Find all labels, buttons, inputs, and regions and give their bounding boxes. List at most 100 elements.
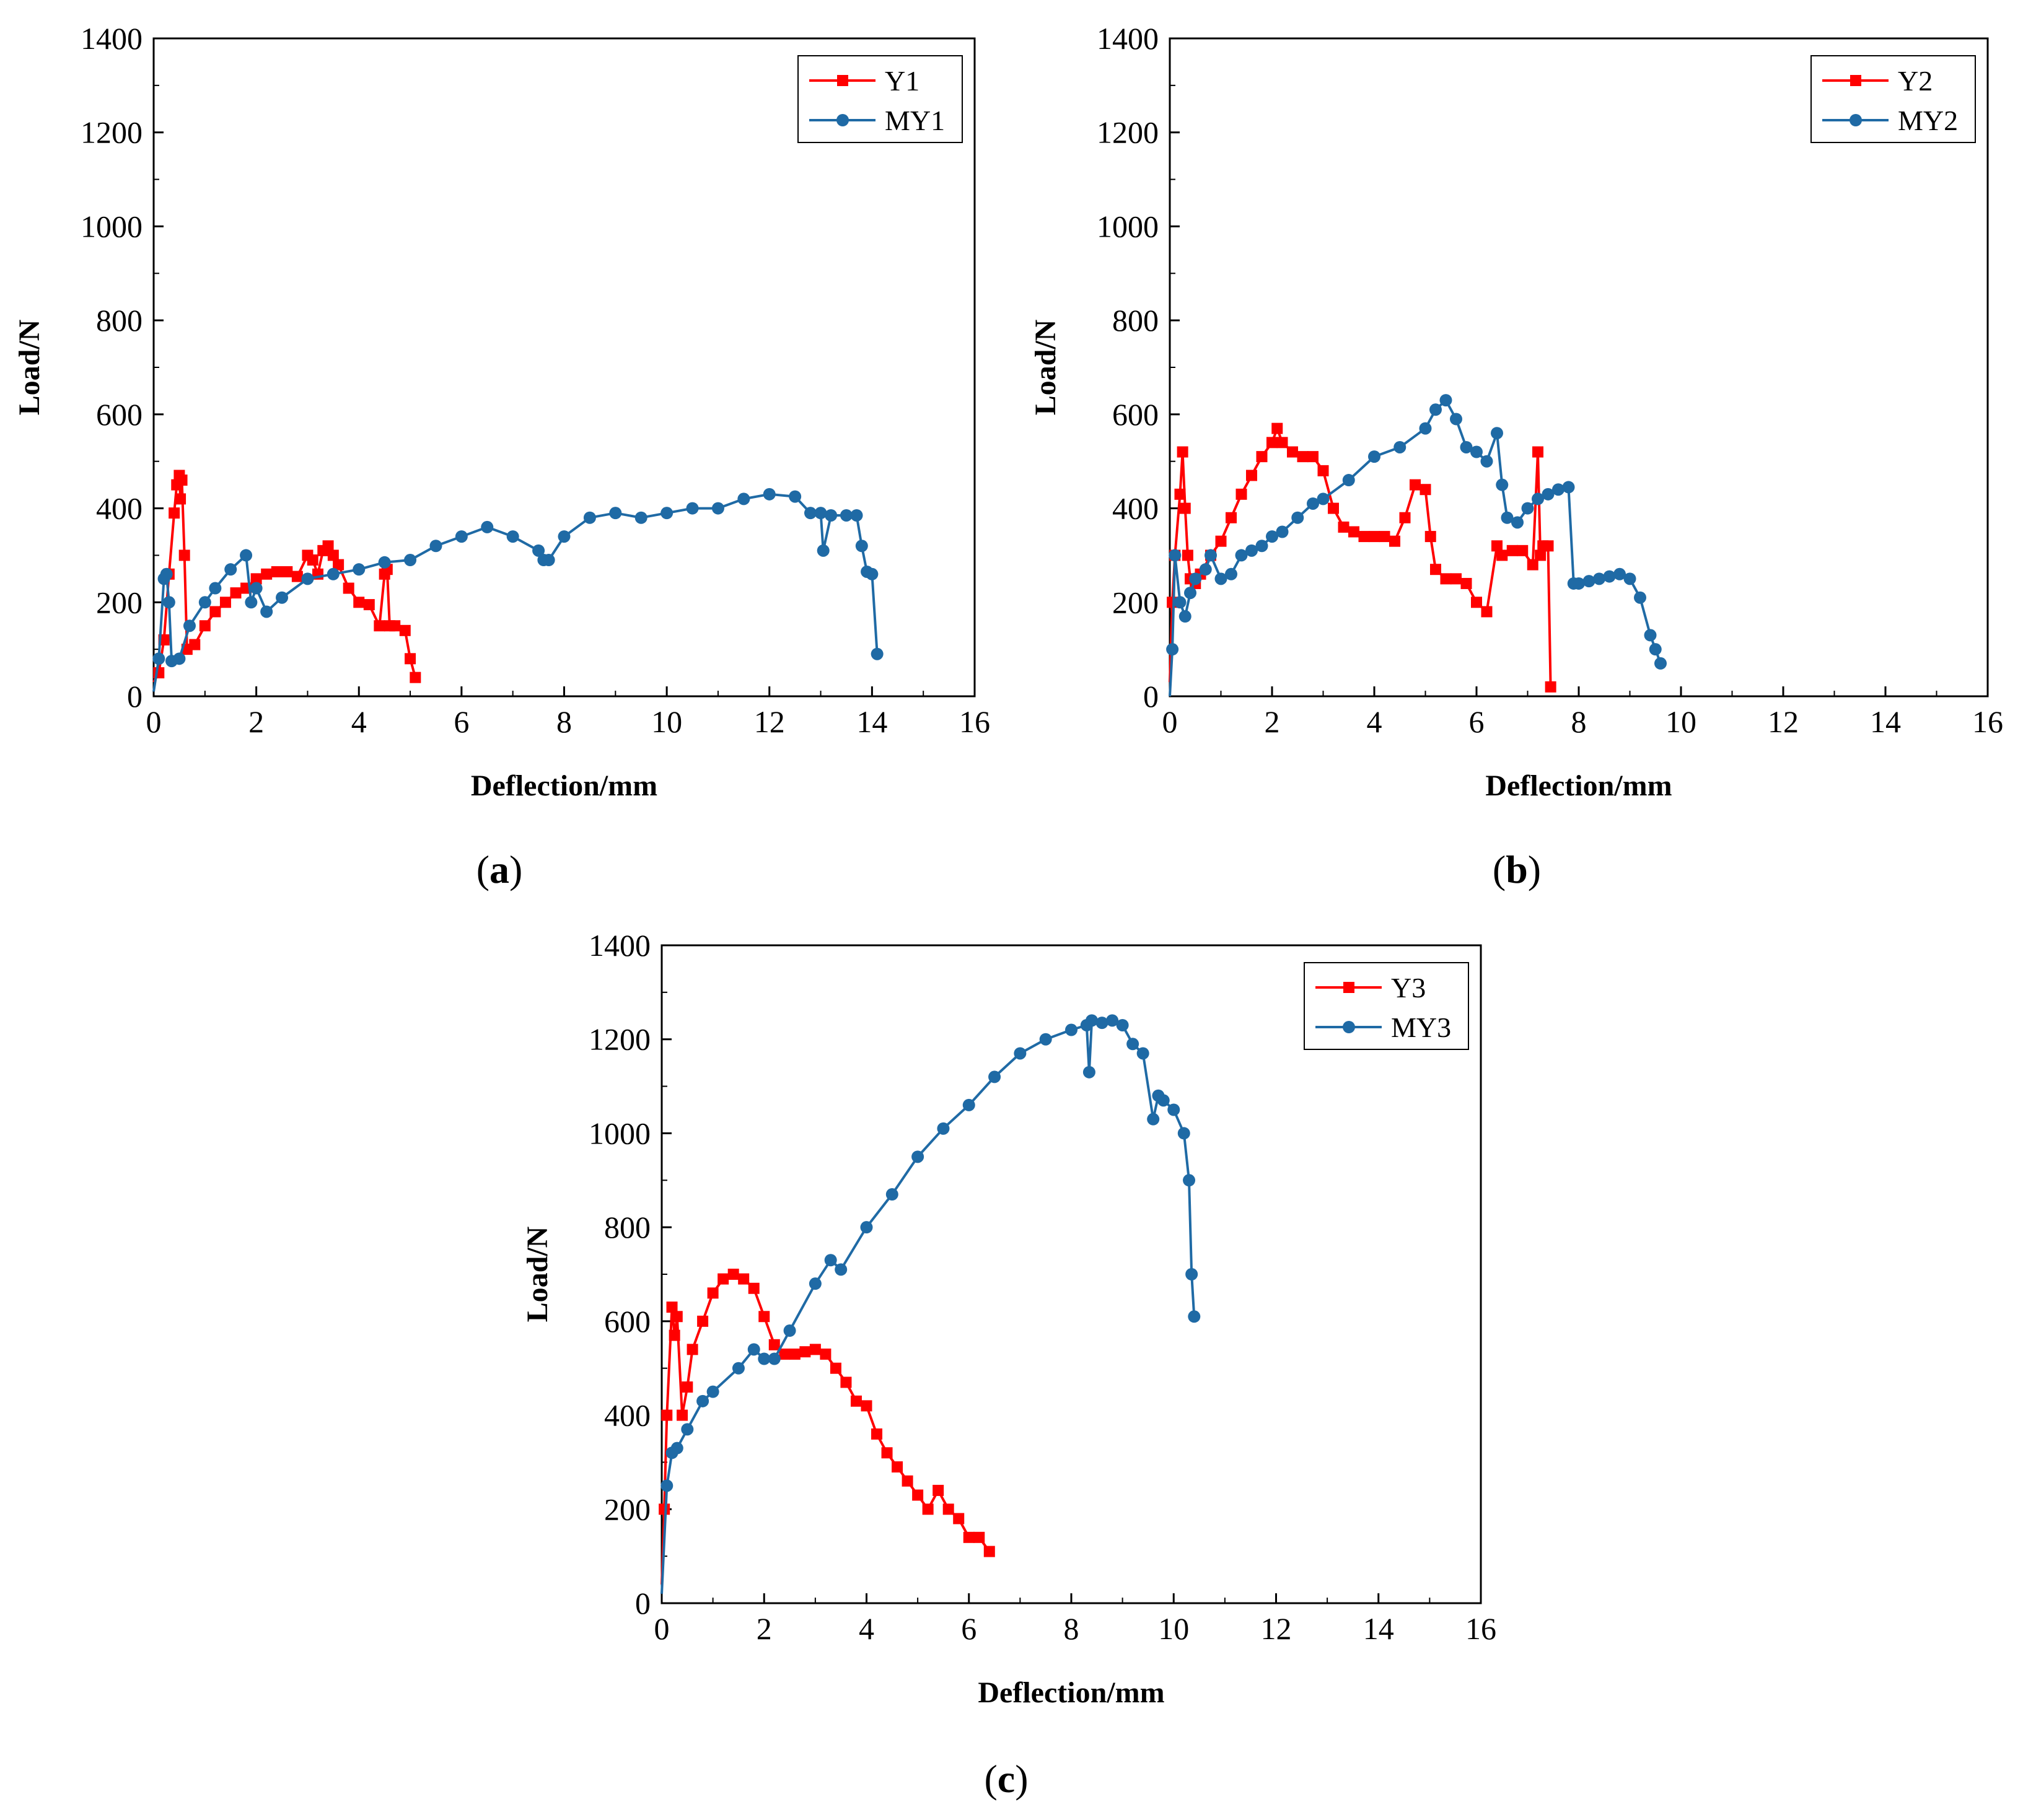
chart-c-series-y3-point — [669, 1329, 680, 1341]
chart-b-series-my2-point — [1439, 394, 1452, 407]
chart-b-series-my2-point — [1169, 549, 1182, 562]
chart-a-series-my1-point — [532, 544, 545, 557]
chart-a-legend-entry-y1-label: Y1 — [885, 65, 919, 97]
chart-b-x-tick-label: 14 — [1870, 704, 1901, 739]
chart-b-y-tick-label: 1400 — [1097, 21, 1159, 56]
chart-c-series-y3-point — [768, 1339, 780, 1350]
chart-a-series-y1-point — [374, 620, 385, 632]
chart-b-series-my2-point — [1501, 511, 1514, 524]
chart-b-series-y2-point — [1517, 545, 1529, 556]
chart-c-x-tick-label: 0 — [654, 1611, 670, 1646]
chart-b-y-tick-label: 1000 — [1097, 209, 1159, 243]
chart-a-series-my1-point — [183, 619, 196, 632]
chart-a-series-y1-point — [271, 566, 283, 577]
chart-a-legend-entry-my1: MY1 — [809, 105, 945, 136]
chart-a-series-y1-point — [307, 554, 318, 566]
chart-b-series-y2-line — [1169, 427, 1552, 687]
chart-b-series-my2-point — [1532, 492, 1544, 505]
chart-c-series-my3-point — [885, 1188, 898, 1201]
chart-b-series-my2-point — [1393, 440, 1406, 453]
chart-b-series-my2-point — [1245, 544, 1258, 557]
chart-b-series-my2-point — [1199, 563, 1212, 576]
chart-a-series-y1-point — [199, 620, 211, 632]
chart-a-series-my1-point — [711, 502, 724, 515]
chart-b-series-my2-point — [1214, 572, 1227, 585]
chart-b-legend-box — [1810, 55, 1976, 143]
chart-b-series-my2-point — [1573, 577, 1585, 590]
chart-a-series-y1-point — [169, 507, 180, 519]
chart-b-series-y2-point — [1369, 531, 1380, 543]
chart-c-series-y3-point — [820, 1348, 832, 1360]
chart-c-series-my3-point — [962, 1098, 975, 1111]
chart-c-series-y3-point — [892, 1461, 903, 1473]
chart-c-series-my3-point — [1106, 1014, 1119, 1027]
chart-c-series-my3-point — [670, 1442, 683, 1455]
chart-c-series-y3-point — [799, 1346, 811, 1358]
chart-a-series-y1-point — [176, 475, 188, 486]
chart-b-series-y2-point — [1420, 484, 1431, 496]
chart-a-series-y1-point — [405, 653, 416, 665]
chart-b-series-y2-point — [1348, 526, 1359, 538]
chart-b-legend-entry-my2-marker — [1850, 114, 1862, 126]
chart-b-y-tick-label: 0 — [1143, 679, 1159, 714]
chart-c-series-y3-point — [912, 1489, 924, 1501]
chart-a-legend-entry-my1-label: MY1 — [885, 105, 945, 136]
chart-b-series-y2-point — [1440, 573, 1452, 585]
chart-c-x-tick-label: 8 — [1064, 1611, 1079, 1646]
chart-c-series-my3-point — [1167, 1103, 1180, 1116]
chart-b-series-y2-point — [1317, 465, 1329, 476]
chart-c-series-y3-point — [830, 1362, 841, 1374]
chart-b-series-my2-point — [1266, 530, 1278, 543]
chart-a-legend-entry-my1-marker — [836, 114, 849, 126]
chart-c-series-y3-point — [789, 1348, 801, 1360]
chart-b-series-my2-point — [1511, 516, 1524, 529]
chart-b-series-my2-point — [1496, 478, 1509, 491]
chart-a-series-my1-point — [814, 507, 827, 520]
chart-a-series-y1-point — [399, 624, 411, 636]
chart-a-series-my1-point — [583, 511, 596, 524]
chart-b-series-y2-point — [1399, 512, 1411, 523]
chart-c-series-y3-point — [840, 1376, 852, 1388]
chart-b-series-my2-point — [1603, 570, 1616, 583]
chart-c-legend-box — [1304, 962, 1469, 1050]
chart-b-series-my2-point — [1649, 643, 1662, 656]
chart-c-x-tick-label: 10 — [1158, 1611, 1189, 1646]
chart-b-series-y2-point — [1338, 521, 1349, 533]
chart-a-panel-label: (a) — [476, 847, 523, 891]
chart-a-series-my1-point — [353, 563, 366, 576]
chart-c-series-my3-point — [706, 1385, 719, 1398]
chart-c-series-my3-point — [732, 1362, 745, 1375]
chart-b-series-y2 — [1167, 422, 1556, 693]
chart-a-series-my1-point — [327, 567, 340, 580]
chart-c-series-my3-point — [1177, 1127, 1190, 1140]
chart-c-series-y3-point — [671, 1311, 683, 1323]
chart-b-series-y2-point — [1527, 559, 1538, 571]
chart-b-series-my2-point — [1460, 440, 1473, 453]
chart-a-series-my1-point — [378, 556, 391, 569]
chart-a-x-tick-label: 6 — [454, 704, 469, 739]
chart-c-x-tick-label: 6 — [961, 1611, 976, 1646]
chart-b-series-y2-point — [1271, 422, 1283, 434]
chart-a-series-y1-point — [322, 540, 334, 552]
chart-c-series-my3-point — [835, 1263, 848, 1276]
chart-c-series-my3-point — [937, 1122, 950, 1135]
chart-a-series-y1-point — [327, 549, 339, 561]
chart-a-series-my1-point — [209, 582, 222, 595]
chart-b-series-y2-point — [1182, 549, 1193, 561]
chart-c-series-my3-point — [1126, 1038, 1139, 1051]
chart-b-series-my2-point — [1174, 596, 1187, 609]
chart-a-series-my1-point — [506, 530, 519, 543]
chart-b-series-my2-point — [1562, 481, 1575, 494]
chart-c-series-my3-point — [1136, 1047, 1149, 1060]
chart-b-legend-entry-y2-marker — [1850, 75, 1861, 86]
chart-b-series-y2-point — [1379, 531, 1390, 543]
chart-a-y-tick-label: 1200 — [81, 115, 143, 150]
chart-c-series-my3-point — [660, 1479, 674, 1492]
chart-b-series-my2-point — [1582, 575, 1595, 588]
chart-a-x-tick-label: 16 — [959, 704, 990, 739]
chart-a-y-axis-title: Load/N — [13, 319, 46, 415]
chart-b-panel-label: (b) — [1493, 847, 1541, 891]
chart-b-series-my2-point — [1470, 445, 1483, 458]
chart-a-x-tick-label: 4 — [351, 704, 367, 739]
chart-a-y-tick-label: 0 — [127, 679, 143, 714]
